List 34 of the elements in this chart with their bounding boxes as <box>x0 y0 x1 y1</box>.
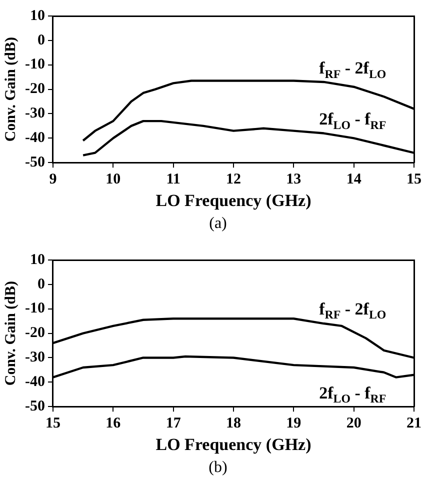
x-tick-label: 20 <box>346 415 362 432</box>
text: (b) <box>208 458 228 478</box>
y-tick-label: -40 <box>24 374 45 390</box>
x-tick-label: 14 <box>346 171 362 188</box>
y-tick-label: 0 <box>37 32 45 48</box>
y-tick-label: -30 <box>24 106 45 122</box>
x-tick-label: 21 <box>406 415 422 432</box>
y-tick-label: -30 <box>24 350 45 366</box>
y-tick-label: 10 <box>30 8 45 24</box>
x-tick-label: 9 <box>49 171 57 188</box>
y-axis-title: Conv. Gain (dB) <box>2 280 19 386</box>
x-tick-label: 10 <box>106 171 121 188</box>
y-axis-title: Conv. Gain (dB) <box>2 36 19 142</box>
y-tick-label: -40 <box>24 130 45 146</box>
y-tick-label: 0 <box>37 276 45 292</box>
x-tick-label: 15 <box>45 415 60 432</box>
y-tick-label: -20 <box>24 325 45 342</box>
x-tick-label: 15 <box>406 171 422 188</box>
y-tick-label: 10 <box>30 252 45 268</box>
x-tick-label: 19 <box>286 415 302 432</box>
y-tick-label: -20 <box>24 81 45 98</box>
x-tick-label: 12 <box>226 171 241 188</box>
y-tick-label: -50 <box>24 398 45 414</box>
text: (a) <box>208 214 228 234</box>
x-tick-label: 17 <box>166 415 182 432</box>
y-tick-label: -10 <box>24 56 45 73</box>
x-tick-label: 18 <box>226 415 241 432</box>
y-tick-label: -50 <box>24 154 45 170</box>
y-tick-label: -10 <box>24 300 45 317</box>
x-axis-title: LO Frequency (GHz) <box>156 191 312 210</box>
x-tick-label: 13 <box>286 171 302 188</box>
x-tick-label: 11 <box>166 171 180 188</box>
x-axis-title: LO Frequency (GHz) <box>156 435 312 454</box>
x-tick-label: 16 <box>106 415 122 432</box>
